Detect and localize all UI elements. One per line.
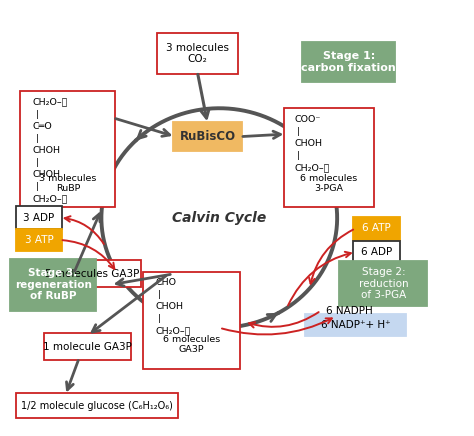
FancyBboxPatch shape: [157, 33, 238, 74]
Text: 3 ADP: 3 ADP: [23, 213, 55, 222]
Text: 5 molecules GA3P: 5 molecules GA3P: [45, 269, 139, 279]
Text: 6 ATP: 6 ATP: [362, 223, 391, 233]
FancyBboxPatch shape: [173, 122, 242, 151]
Text: |: |: [35, 182, 38, 191]
Text: |: |: [158, 314, 161, 324]
Text: |: |: [35, 158, 38, 167]
Text: CHOH: CHOH: [33, 146, 61, 155]
Text: 1/2 molecule glucose (C₆H₁₂O₆): 1/2 molecule glucose (C₆H₁₂O₆): [21, 401, 173, 411]
FancyBboxPatch shape: [16, 206, 62, 229]
Text: 3 ATP: 3 ATP: [25, 235, 54, 245]
Text: CHOH: CHOH: [155, 303, 183, 311]
FancyBboxPatch shape: [353, 217, 400, 239]
FancyBboxPatch shape: [284, 108, 374, 207]
Text: Calvin Cycle: Calvin Cycle: [172, 211, 266, 225]
FancyBboxPatch shape: [143, 272, 240, 369]
Text: C═O: C═O: [33, 122, 53, 130]
Text: 1 molecule GA3P: 1 molecule GA3P: [43, 342, 132, 352]
Text: CH₂O–Ⓟ: CH₂O–Ⓟ: [295, 163, 330, 172]
Text: 6 NADPH: 6 NADPH: [326, 306, 373, 316]
Text: 6 molecules
GA3P: 6 molecules GA3P: [163, 335, 220, 354]
FancyBboxPatch shape: [44, 334, 131, 360]
Text: RuBisCO: RuBisCO: [180, 130, 236, 143]
Text: CHOH: CHOH: [33, 170, 61, 179]
Text: CHO: CHO: [155, 278, 176, 287]
Text: 3 molecules
RuBP: 3 molecules RuBP: [39, 174, 97, 193]
FancyBboxPatch shape: [16, 393, 178, 418]
Text: COO⁻: COO⁻: [295, 115, 321, 124]
Text: 3 molecules
CO₂: 3 molecules CO₂: [166, 43, 229, 64]
Text: 6 NADP⁺+ H⁺: 6 NADP⁺+ H⁺: [321, 320, 391, 330]
FancyBboxPatch shape: [339, 261, 427, 306]
Text: 6 molecules
3-PGA: 6 molecules 3-PGA: [301, 174, 358, 193]
Text: |: |: [297, 151, 300, 160]
Text: CHOH: CHOH: [295, 139, 323, 148]
FancyBboxPatch shape: [302, 41, 395, 82]
Text: |: |: [297, 127, 300, 136]
FancyBboxPatch shape: [20, 91, 115, 207]
Text: CH₂O–Ⓟ: CH₂O–Ⓟ: [33, 194, 68, 203]
FancyBboxPatch shape: [10, 259, 96, 310]
Text: Stage 1:
carbon fixation: Stage 1: carbon fixation: [301, 51, 396, 73]
Text: Stage 3:
regeneration
of RuBP: Stage 3: regeneration of RuBP: [15, 268, 91, 301]
Text: CH₂O–Ⓟ: CH₂O–Ⓟ: [33, 98, 68, 106]
FancyBboxPatch shape: [44, 260, 141, 287]
FancyBboxPatch shape: [353, 241, 400, 263]
FancyBboxPatch shape: [305, 314, 407, 336]
Text: |: |: [35, 133, 38, 143]
Text: |: |: [35, 109, 38, 119]
Text: CH₂O–Ⓟ: CH₂O–Ⓟ: [155, 327, 191, 335]
FancyBboxPatch shape: [16, 229, 62, 251]
Text: Stage 2:
reduction
of 3-PGA: Stage 2: reduction of 3-PGA: [358, 267, 408, 300]
Text: 6 ADP: 6 ADP: [361, 247, 392, 257]
Text: |: |: [158, 290, 161, 300]
